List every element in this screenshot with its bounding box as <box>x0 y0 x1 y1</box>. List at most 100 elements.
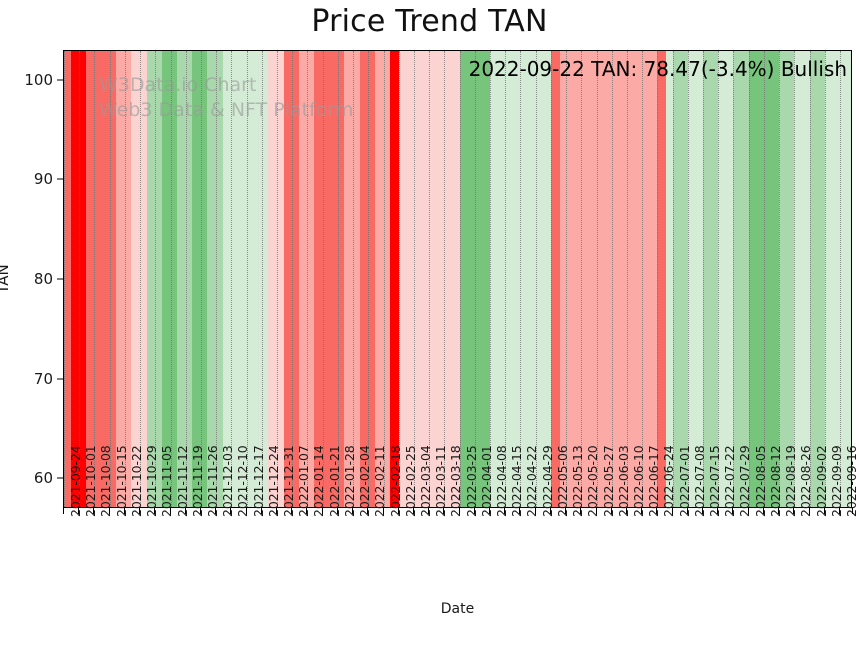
x-tick-mark <box>458 508 460 514</box>
x-tick-label: 2022-02-25 <box>402 445 418 517</box>
sentiment-band <box>177 51 193 507</box>
x-tick-mark <box>352 508 354 514</box>
x-tick-mark <box>686 508 688 514</box>
x-tick-label: 2022-04-08 <box>494 445 510 517</box>
x-gridline <box>642 51 644 507</box>
x-gridline <box>596 51 598 507</box>
x-gridline <box>505 51 507 507</box>
x-gridline <box>368 51 370 507</box>
x-tick-mark <box>747 508 749 514</box>
x-tick-mark <box>199 508 201 514</box>
sentiment-band <box>146 51 162 507</box>
x-tick-label: 2021-10-29 <box>144 445 160 517</box>
x-gridline <box>444 51 446 507</box>
x-tick-mark <box>732 508 734 514</box>
x-tick-mark <box>702 508 704 514</box>
x-tick-label: 2022-04-22 <box>524 445 540 517</box>
x-tick-mark <box>306 508 308 514</box>
x-gridline <box>185 51 187 507</box>
x-tick-mark <box>108 508 110 514</box>
x-tick-mark <box>230 508 232 514</box>
x-tick-label: 2021-12-03 <box>220 445 236 517</box>
sentiment-band <box>581 51 597 507</box>
latest-value-annotation: 2022-09-22 TAN: 78.47(-3.4%) Bullish <box>468 57 847 81</box>
x-tick-mark <box>215 508 217 514</box>
sentiment-band <box>268 51 284 507</box>
sentiment-band <box>794 51 810 507</box>
x-gridline <box>353 51 355 507</box>
sentiment-band <box>505 51 521 507</box>
x-gridline <box>824 51 826 507</box>
x-gridline <box>109 51 111 507</box>
x-tick-mark <box>412 508 414 514</box>
x-tick-label: 2022-08-05 <box>752 445 768 517</box>
x-gridline <box>718 51 720 507</box>
sentiment-band <box>253 51 269 507</box>
x-tick-mark <box>778 508 780 514</box>
x-tick-mark <box>184 508 186 514</box>
x-tick-mark <box>504 508 506 514</box>
x-tick-label: 2022-01-21 <box>326 445 342 517</box>
x-gridline <box>429 51 431 507</box>
sentiment-band <box>611 51 627 507</box>
x-gridline <box>124 51 126 507</box>
sentiment-band <box>824 51 840 507</box>
sentiment-band <box>444 51 460 507</box>
x-gridline <box>566 51 568 507</box>
x-tick-label: 2022-01-07 <box>296 445 312 517</box>
x-gridline <box>687 51 689 507</box>
x-gridline <box>733 51 735 507</box>
sentiment-band <box>490 51 506 507</box>
x-tick-mark <box>610 508 612 514</box>
x-tick-label: 2021-10-08 <box>98 445 114 517</box>
sentiment-band <box>687 51 703 507</box>
x-tick-label: 2022-03-18 <box>448 445 464 517</box>
x-tick-label: 2022-09-02 <box>813 445 829 517</box>
x-tick-label: 2022-07-08 <box>691 445 707 517</box>
x-tick-mark <box>793 508 795 514</box>
sentiment-band <box>413 51 430 507</box>
y-tick-label: 90 <box>33 170 53 189</box>
sentiment-band <box>100 51 117 507</box>
x-tick-label: 2022-05-27 <box>600 445 616 517</box>
x-tick-mark <box>367 508 369 514</box>
x-gridline <box>94 51 96 507</box>
x-tick-mark <box>595 508 597 514</box>
sentiment-band <box>131 51 147 507</box>
sentiment-band <box>809 51 825 507</box>
x-gridline <box>794 51 796 507</box>
x-tick-label: 2022-03-11 <box>433 445 449 517</box>
x-tick-mark <box>671 508 673 514</box>
x-gridline <box>64 51 65 507</box>
y-tick-label: 80 <box>33 270 53 288</box>
x-tick-label: 2021-11-26 <box>204 445 220 517</box>
x-tick-label: 2022-02-11 <box>372 445 388 517</box>
x-tick-mark <box>93 508 95 514</box>
x-tick-label: 2022-02-04 <box>357 445 373 517</box>
x-tick-label: 2022-08-26 <box>798 445 814 517</box>
x-gridline <box>611 51 613 507</box>
x-gridline <box>839 51 841 507</box>
x-gridline <box>79 51 81 507</box>
x-tick-label: 2022-03-25 <box>463 445 479 517</box>
sentiment-band <box>398 51 414 507</box>
x-tick-mark <box>336 508 338 514</box>
sentiment-band <box>559 51 582 507</box>
x-tick-mark <box>260 508 262 514</box>
sentiment-band <box>748 51 764 507</box>
x-gridline <box>277 51 278 507</box>
x-tick-label: 2022-01-28 <box>341 445 357 517</box>
x-tick-mark <box>443 508 445 514</box>
sentiment-band <box>237 51 254 507</box>
y-tick-label: 100 <box>24 70 53 89</box>
sentiment-band <box>474 51 490 507</box>
sentiment-band <box>192 51 208 507</box>
y-axis-label: TAN <box>0 264 12 294</box>
x-tick-mark <box>838 508 840 514</box>
sentiment-band <box>329 51 345 507</box>
x-gridline <box>216 51 218 507</box>
y-tick-mark <box>57 278 63 280</box>
x-gridline <box>337 51 339 507</box>
x-tick-mark <box>519 508 521 514</box>
x-gridline <box>809 51 811 507</box>
